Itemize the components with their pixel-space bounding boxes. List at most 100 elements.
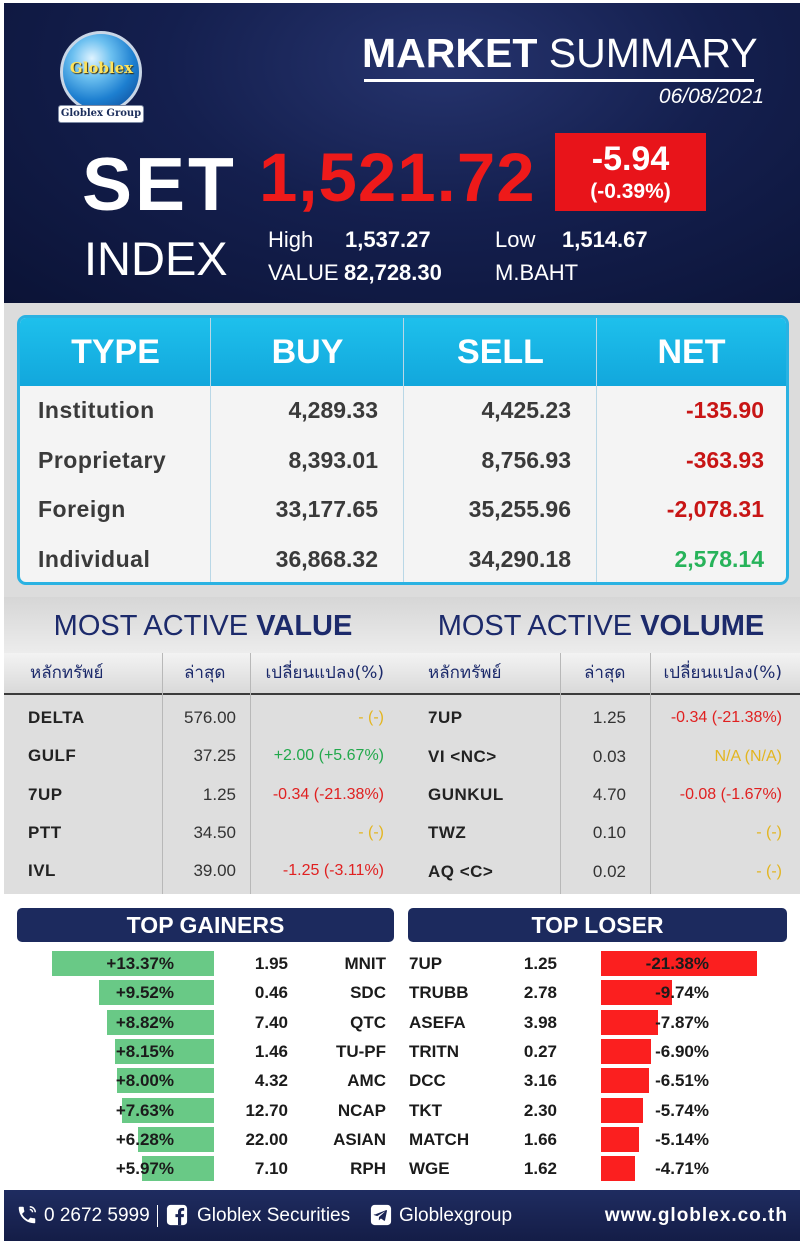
value-unit: M.BAHT	[495, 260, 579, 285]
col-change: เปลี่ยนแปลง(%)	[265, 663, 385, 683]
loser-symbol: DCC	[409, 1071, 446, 1091]
row-sell: 4,425.23	[481, 397, 571, 423]
last-price: 0.03	[592, 747, 626, 766]
footer-website-link[interactable]: www.globlex.co.th	[604, 1205, 788, 1226]
gainer-pct: +8.82%	[115, 1012, 174, 1032]
gainer-pct: +9.52%	[115, 983, 174, 1003]
low-value: 1,514.67	[562, 227, 648, 252]
loser-last: 2.30	[523, 1100, 557, 1120]
loser-bar	[601, 1097, 643, 1123]
gainer-symbol: RPH	[350, 1159, 386, 1179]
gainer-symbol: AMC	[347, 1071, 386, 1091]
footer-bar: 0 2672 5999 Globlex Securities Globlexgr…	[4, 1190, 800, 1241]
footer-facebook[interactable]: Globlex Securities	[197, 1205, 351, 1226]
loser-pct: -5.14%	[655, 1129, 709, 1149]
col-symbol: หลักทรัพย์	[428, 663, 502, 683]
investor-type-section: TYPE BUY SELL NET Institution 4,289.33 4…	[4, 303, 800, 597]
last-price: 4.70	[592, 785, 626, 804]
table-row: Foreign 33,177.65 35,255.96 -2,078.31	[20, 484, 786, 534]
loser-bar	[601, 1156, 635, 1182]
table-row: Institution 4,289.33 4,425.23 -135.90	[20, 385, 786, 435]
gainer-row: +7.63% 12.70 NCAP	[4, 1096, 402, 1125]
footer-phone[interactable]: 0 2672 5999	[44, 1205, 150, 1226]
market-summary-header: Globlex Globlex Group MARKET SUMMARY 06/…	[4, 3, 800, 303]
col-last: ล่าสุด	[184, 663, 226, 683]
symbol: DELTA	[28, 708, 85, 727]
gainer-last: 7.40	[254, 1012, 288, 1032]
list-item: 7UP 1.25 -0.34 (-21.38%)	[4, 776, 402, 814]
loser-row: MATCH 1.66 -5.14%	[402, 1125, 800, 1154]
globe-icon	[60, 31, 142, 113]
gainer-pct: +8.00%	[115, 1071, 174, 1091]
high-value: 1,537.27	[345, 227, 431, 252]
loser-pct: -4.71%	[655, 1159, 709, 1179]
loser-symbol: TRITN	[409, 1041, 460, 1061]
price-change: -0.34 (-21.38%)	[272, 786, 384, 803]
symbol: 7UP	[428, 708, 463, 727]
last-price: 34.50	[193, 823, 236, 842]
column-header-row: หลักทรัพย์ ล่าสุด เปลี่ยนแปลง(%)	[4, 653, 402, 695]
top-loser-title: TOP LOSER	[408, 908, 787, 942]
price-change: -0.08 (-1.67%)	[679, 786, 782, 803]
row-buy: 36,868.32	[275, 546, 378, 572]
loser-bar	[601, 1068, 649, 1094]
loser-bar	[601, 951, 757, 976]
gainer-bar	[138, 1126, 214, 1152]
price-change: - (-)	[756, 863, 782, 880]
index-change: -5.94	[591, 140, 670, 178]
gainer-row: +8.00% 4.32 AMC	[4, 1066, 402, 1095]
gainer-row: +8.82% 7.40 QTC	[4, 1008, 402, 1037]
gainer-symbol: SDC	[350, 983, 386, 1003]
gainer-last: 4.32	[254, 1071, 288, 1091]
telegram-icon	[370, 1204, 392, 1226]
title-bold: MARKET	[362, 30, 538, 76]
column-divider	[403, 318, 404, 582]
symbol: VI <NC>	[428, 747, 497, 766]
page-title: MARKET SUMMARY	[362, 29, 758, 77]
facebook-icon	[166, 1204, 188, 1226]
gainer-symbol: ASIAN	[333, 1129, 386, 1149]
index-change-box: -5.94 (-0.39%)	[555, 133, 706, 211]
row-type: Individual	[38, 546, 151, 572]
gainer-symbol: TU-PF	[335, 1041, 386, 1061]
loser-symbol: TKT	[409, 1100, 443, 1120]
loser-last: 3.16	[523, 1071, 557, 1091]
loser-pct: -9.74%	[655, 983, 709, 1003]
row-net: -363.93	[685, 447, 764, 473]
title-underline	[364, 79, 754, 82]
header-sell: SELL	[457, 333, 544, 371]
row-net: -135.90	[685, 397, 764, 423]
report-date: 06/08/2021	[658, 85, 764, 108]
loser-pct: -5.74%	[655, 1100, 709, 1120]
symbol: GULF	[28, 746, 77, 765]
footer-telegram[interactable]: Globlexgroup	[399, 1205, 513, 1226]
price-change: -0.34 (-21.38%)	[670, 709, 782, 726]
column-divider	[596, 318, 597, 582]
list-item: GUNKUL 4.70 -0.08 (-1.67%)	[402, 776, 800, 814]
list-item: 7UP 1.25 -0.34 (-21.38%)	[402, 699, 800, 737]
list-item: GULF 37.25 +2.00 (+5.67%)	[4, 737, 402, 775]
most-active-volume-panel: MOST ACTIVE VOLUME หลักทรัพย์ ล่าสุด เปล…	[402, 597, 800, 894]
list-item: PTT 34.50 - (-)	[4, 814, 402, 852]
loser-symbol: TRUBB	[409, 983, 469, 1003]
price-change: - (-)	[756, 824, 782, 841]
col-last: ล่าสุด	[584, 663, 626, 683]
loser-row: TKT 2.30 -5.74%	[402, 1096, 800, 1125]
col-symbol: หลักทรัพย์	[30, 663, 104, 683]
price-change: +2.00 (+5.67%)	[273, 747, 384, 764]
list-item: TWZ 0.10 - (-)	[402, 814, 800, 852]
price-change: -1.25 (-3.11%)	[282, 862, 384, 879]
title-rest: SUMMARY	[548, 30, 758, 76]
price-change: - (-)	[358, 709, 384, 726]
gainer-bar	[99, 980, 214, 1006]
last-price: 1.25	[592, 708, 626, 727]
investor-type-table: TYPE BUY SELL NET Institution 4,289.33 4…	[17, 315, 789, 585]
loser-last: 0.27	[523, 1041, 557, 1061]
gainer-bar	[107, 1009, 214, 1035]
gainer-pct: +5.97%	[115, 1159, 174, 1179]
set-label: SET	[82, 142, 237, 226]
column-header-row: หลักทรัพย์ ล่าสุด เปลี่ยนแปลง(%)	[402, 653, 800, 695]
row-sell: 8,756.93	[481, 447, 571, 473]
value-label: VALUE	[268, 260, 339, 285]
last-price: 0.02	[592, 862, 626, 881]
